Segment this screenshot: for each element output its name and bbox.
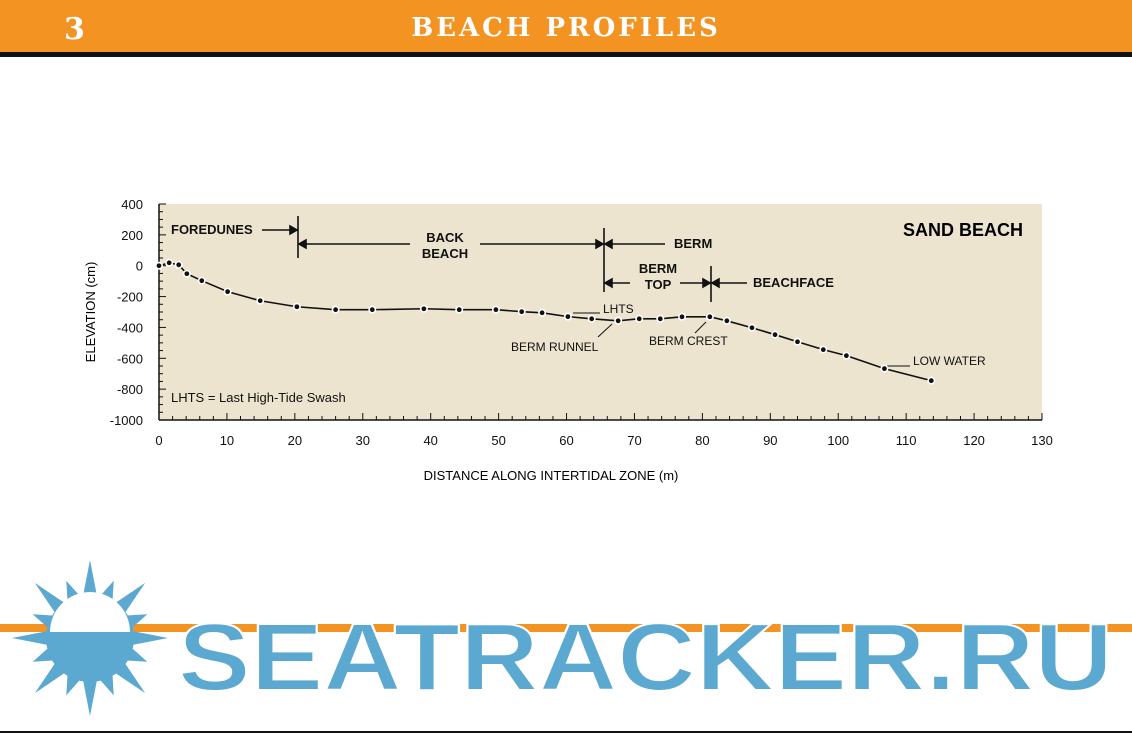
- data-point: [819, 345, 828, 354]
- data-point: [927, 376, 936, 385]
- data-point: [292, 302, 301, 311]
- y-tick-label: 400: [121, 197, 143, 212]
- sun-ray: [34, 662, 66, 694]
- y-tick-label: -800: [117, 382, 143, 397]
- x-axis-label: DISTANCE ALONG INTERTIDAL ZONE (m): [424, 468, 679, 483]
- sun-ray: [114, 582, 146, 614]
- legend-note: LHTS = Last High-Tide Swash: [171, 390, 346, 405]
- data-point: [197, 276, 206, 285]
- page-header: 3 BEACH PROFILES: [0, 0, 1132, 57]
- x-tick-label: 60: [559, 433, 573, 448]
- data-point: [256, 296, 265, 305]
- chart-title: SAND BEACH: [903, 220, 1023, 240]
- data-point: [705, 312, 714, 321]
- data-point: [491, 305, 500, 314]
- annotation-berm: BERM: [674, 236, 712, 251]
- sun-ray: [131, 630, 168, 646]
- data-point: [174, 260, 183, 269]
- data-point: [331, 305, 340, 314]
- x-tick-label: 70: [627, 433, 641, 448]
- data-point: [563, 312, 572, 321]
- annotation-low-water: LOW WATER: [913, 354, 986, 368]
- zone-markers: [262, 216, 910, 367]
- data-point: [165, 258, 174, 267]
- sun-ray: [12, 630, 49, 646]
- data-point: [419, 304, 428, 313]
- page-number: 3: [64, 12, 85, 47]
- watermark-stripe: [0, 624, 1132, 632]
- bottom-rule: [0, 731, 1132, 733]
- x-tick-label: 50: [491, 433, 505, 448]
- data-point: [182, 269, 191, 278]
- annotation-berm-top-1: BERM: [639, 261, 677, 276]
- data-point: [842, 351, 851, 360]
- data-point: [614, 316, 623, 325]
- data-point: [635, 314, 644, 323]
- x-tick-label: 110: [896, 433, 917, 448]
- sun-ray: [82, 679, 98, 716]
- annotation-berm-runnel: BERM RUNNEL: [511, 340, 599, 354]
- data-point: [771, 330, 780, 339]
- y-tick-label: 200: [121, 228, 143, 243]
- data-point: [517, 307, 526, 316]
- data-point: [722, 316, 731, 325]
- data-point: [678, 312, 687, 321]
- x-tick-label: 40: [423, 433, 437, 448]
- x-tick-label: 10: [220, 433, 234, 448]
- sun-logo-icon: [12, 560, 168, 716]
- x-tick-label: 0: [155, 433, 162, 448]
- sun-ray: [114, 662, 146, 694]
- data-point: [793, 337, 802, 346]
- page-title: BEACH PROFILES: [411, 13, 721, 43]
- y-tick-label: -600: [117, 351, 143, 366]
- data-point: [656, 314, 665, 323]
- annotation-lhts: LHTS: [603, 302, 634, 316]
- sun-ray: [82, 560, 98, 597]
- annotation-beachface: BEACHFACE: [753, 275, 834, 290]
- annotation-berm-crest: BERM CREST: [649, 334, 728, 348]
- x-tick-label: 130: [1031, 433, 1053, 448]
- data-point: [455, 305, 464, 314]
- data-point: [587, 314, 596, 323]
- y-tick-label: -200: [117, 290, 143, 305]
- annotation-back: BACK: [426, 230, 464, 245]
- watermark: SEATRACKER.RU: [0, 560, 1132, 716]
- data-point: [880, 364, 889, 373]
- annotation-foredunes: FOREDUNES: [171, 222, 253, 237]
- data-point: [368, 305, 377, 314]
- y-tick-label: -400: [117, 320, 143, 335]
- y-tick-label: 0: [136, 259, 143, 274]
- x-tick-label: 90: [763, 433, 777, 448]
- y-tick-label: -1000: [110, 413, 143, 428]
- x-tick-label: 30: [356, 433, 370, 448]
- data-point: [538, 308, 547, 317]
- watermark-text: SEATRACKER.RU: [178, 604, 1113, 711]
- data-point: [155, 261, 164, 270]
- y-axis-label: ELEVATION (cm): [83, 262, 98, 363]
- beach-profile-chart: 400 200 0 -200 -400 -600 -800 -1000 0 10 20 30 40 50 6…: [83, 197, 1053, 483]
- x-tick-label: 20: [288, 433, 302, 448]
- sun-ray: [34, 582, 66, 614]
- x-tick-label: 120: [963, 433, 985, 448]
- annotation-berm-top-2: TOP: [645, 277, 672, 292]
- x-tick-label: 100: [827, 433, 849, 448]
- data-point: [747, 323, 756, 332]
- x-tick-label: 80: [695, 433, 709, 448]
- annotation-beach: BEACH: [422, 246, 468, 261]
- data-point: [223, 287, 232, 296]
